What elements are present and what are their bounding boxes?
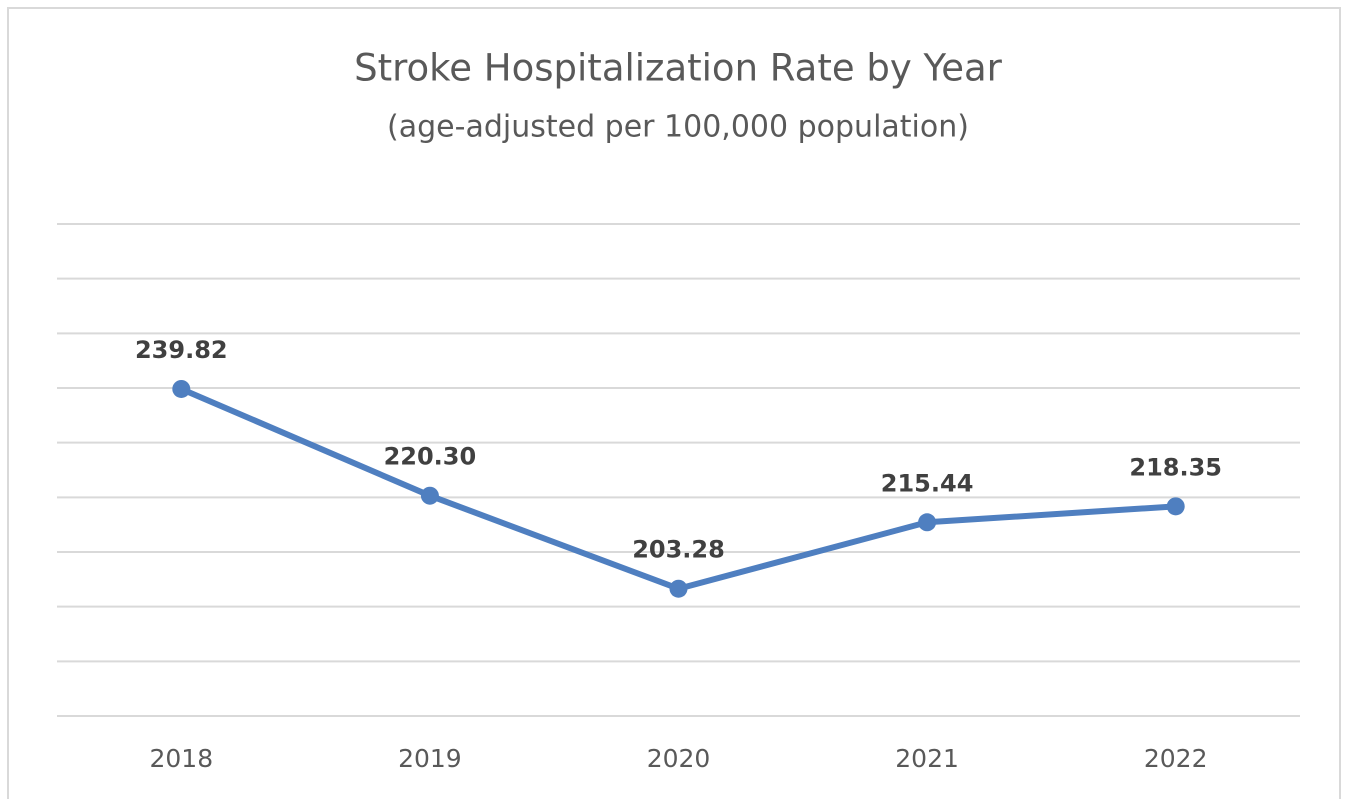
point (918, 513, 937, 532)
data-label: 218.35 (1129, 453, 1222, 481)
x-tick-label: 2020 (647, 744, 711, 773)
point (669, 579, 688, 598)
point (420, 486, 439, 505)
chart-subtitle: (age-adjusted per 100,000 population) (387, 110, 969, 145)
data-label: 220.30 (384, 443, 477, 471)
x-tick-label: 2018 (149, 744, 213, 773)
data-label: 239.82 (135, 336, 228, 364)
x-tick-label: 2019 (398, 744, 462, 773)
chart-border (7, 7, 1341, 799)
x-tick-label: 2021 (895, 744, 959, 773)
data-label: 215.44 (881, 469, 974, 497)
point (1166, 497, 1185, 516)
x-tick-label: 2022 (1144, 744, 1208, 773)
chart-title: Stroke Hospitalization Rate by Year (354, 47, 1003, 90)
point (172, 379, 191, 398)
data-label: 203.28 (632, 536, 725, 564)
